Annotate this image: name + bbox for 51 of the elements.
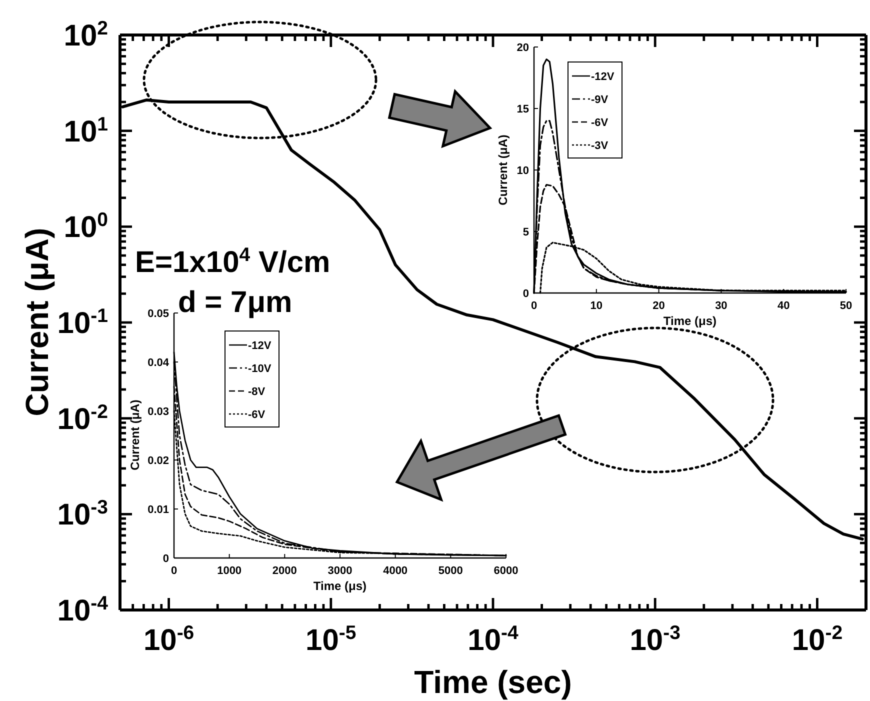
y-tick-label: 20 — [516, 42, 529, 54]
y-tick-label: 15 — [516, 103, 529, 116]
y-tick-label: 10$^{-1}$ — [57, 305, 108, 340]
y-tick-label: 10$^{-2}$ — [57, 400, 108, 436]
legend-label: -6V — [591, 117, 609, 129]
legend-label: -3V — [591, 140, 609, 152]
y-axis-title: Current (μA) — [496, 134, 510, 206]
x-tick-label: 40 — [777, 300, 790, 312]
y-tick-label: 10 — [516, 164, 529, 177]
x-axis-title: Time (μs) — [663, 314, 717, 328]
legend-label: -8V — [248, 386, 266, 398]
y-tick-label: 10$^{0}$ — [64, 209, 108, 244]
legend-label: -10V — [248, 363, 272, 375]
legend-label: -6V — [248, 409, 266, 421]
x-tick-label: 0 — [170, 565, 178, 577]
x-tick-label: 6000 — [494, 565, 518, 577]
x-tick-label: 10$^{-3}$ — [630, 622, 681, 657]
legend-label: -12V — [248, 340, 272, 352]
y-axis-title: Current (μA) — [19, 228, 55, 416]
x-tick-label: 2000 — [272, 565, 297, 577]
x-tick-label: 10$^{-5}$ — [306, 622, 356, 657]
x-tick-label: 0 — [530, 300, 538, 312]
y-tick-label: 0 — [522, 288, 529, 300]
y-tick-label: 10$^{1}$ — [64, 113, 108, 148]
annotation: d = 7μm — [178, 286, 292, 319]
x-tick-label: 10$^{-2}$ — [792, 622, 843, 657]
legend-label: -9V — [591, 94, 609, 106]
x-tick-label: 3000 — [328, 565, 352, 577]
y-tick-label: 5 — [522, 226, 529, 238]
x-tick-label: 50 — [840, 300, 852, 312]
y-tick-label: 0.04 — [148, 356, 170, 369]
x-axis-title: Time (μs) — [313, 579, 367, 593]
y-tick-label: 0.03 — [148, 406, 169, 418]
y-tick-label: 0.02 — [148, 454, 169, 467]
y-axis-title: Current (μA) — [128, 400, 142, 470]
legend-label: -12V — [591, 71, 615, 83]
x-tick-label: 30 — [715, 300, 728, 312]
y-tick-label: 10$^{2}$ — [64, 18, 108, 52]
y-tick-label: 10$^{-4}$ — [57, 592, 108, 628]
y-tick-label: 0.01 — [148, 504, 169, 516]
x-tick-label: 4000 — [383, 565, 408, 577]
x-tick-label: 20 — [652, 300, 665, 312]
annotation: E=1x10$^{4}$ V/cm — [135, 244, 330, 279]
x-tick-label: 5000 — [438, 565, 463, 577]
y-tick-label: 0.05 — [148, 308, 169, 320]
y-tick-label: 0 — [162, 552, 169, 565]
x-tick-label: 10$^{-6}$ — [143, 622, 194, 657]
x-axis-title: Time (sec) — [414, 664, 572, 700]
y-tick-label: 10$^{-3}$ — [57, 496, 108, 532]
x-tick-label: 1000 — [217, 565, 242, 577]
x-tick-label: 10 — [590, 300, 603, 312]
